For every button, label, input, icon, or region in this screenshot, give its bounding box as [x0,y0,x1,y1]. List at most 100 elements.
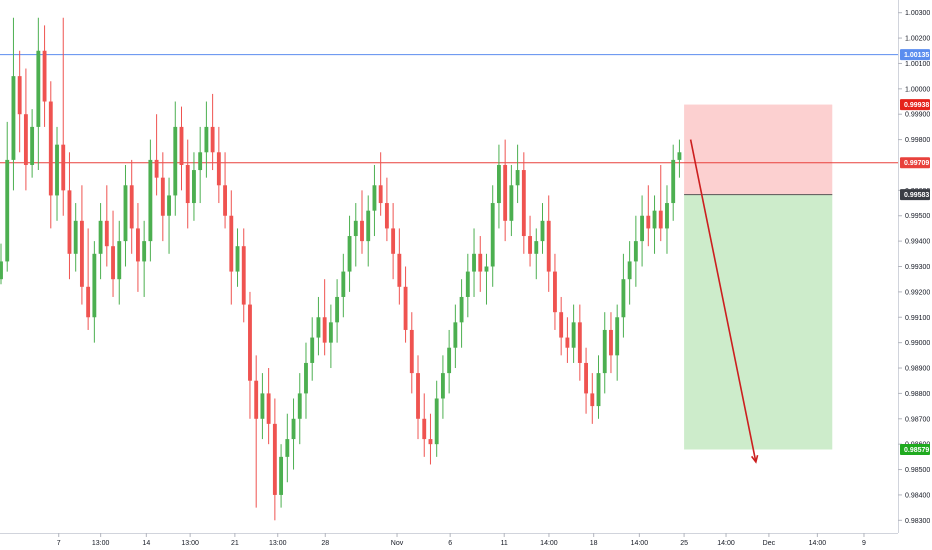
candle-body [111,246,115,280]
candle-body [142,241,147,262]
time-tick-label: Dec [763,540,776,547]
candle-body [297,393,302,419]
candle-body [409,329,414,374]
candle-body [416,373,420,419]
candle-body [86,286,91,318]
time-tick-label: 14:00 [809,540,827,547]
price-tick-label: 0.99800 [905,137,930,144]
price-tick-label: 0.98500 [905,467,930,474]
price-tick-label: 0.99300 [905,264,930,271]
candle-body [577,322,582,363]
candle-body [148,159,153,242]
candle-body [565,337,570,348]
candle-body [590,393,595,407]
price-tick-label: 0.98700 [905,416,930,423]
candle-body [403,286,408,330]
candle-body [372,185,377,211]
candle-body [248,304,252,381]
time-tick-label: Nov [391,540,404,547]
candle-body [167,195,171,216]
candle-body [677,152,682,160]
time-tick-label: 7 [57,540,61,547]
candle-body [571,322,576,348]
time-tick-label: 9 [862,540,866,547]
candle-body [328,322,333,343]
candle-body [185,164,190,204]
stop-loss-zone[interactable] [684,104,833,195]
take-profit-zone[interactable] [684,194,833,450]
candle-body [42,50,47,102]
candle-body [266,393,271,424]
price-tick-label: 0.98300 [905,518,930,525]
candle-body [335,296,340,323]
candle-body [279,456,284,495]
candle-body [260,393,265,419]
candle-body [366,210,371,242]
candle-body [11,76,16,160]
candle-body [291,418,296,440]
candle-body [596,373,601,407]
candle-body [353,220,358,237]
candle-body [652,210,657,229]
candle-body [447,347,452,374]
candle-body [434,398,439,445]
candle-body [397,253,402,287]
candle-body [160,177,165,216]
projection-arrow-line[interactable] [689,139,757,463]
candle-body [204,126,209,153]
candle-body [92,253,97,318]
price-tick-label: 0.98900 [905,366,930,373]
candle-body [154,159,159,178]
candle-body [465,271,470,297]
time-tick-label: 14 [142,540,150,547]
candle-body [627,261,632,280]
candle-body [615,317,620,356]
candle-body [285,439,290,457]
projection-arrow-head[interactable] [750,454,759,464]
candle-body [640,215,645,242]
price-tag [900,189,930,201]
price-tick-label: 1.00100 [905,61,930,68]
candle-body [553,271,557,313]
candle-body [484,266,489,272]
candle-body [316,317,321,338]
candle-body [254,380,259,419]
candle-body [229,215,234,272]
position-zones[interactable] [684,104,833,450]
price-tick-label: 0.98800 [905,391,930,398]
time-tick-label: 6 [448,540,452,547]
price-tick-label: 0.99200 [905,289,930,296]
time-axis[interactable]: 7 13:00 14 13:00 21 13:00 28 Nov 6 11 14:00 18 14:00… [57,533,866,547]
time-tick-label: 13:00 [181,540,199,547]
candle-body [98,220,103,254]
price-tag [900,443,930,455]
candle-body [459,296,464,323]
candle-body [129,185,134,229]
candle-body [584,362,588,394]
candle-body [496,164,501,204]
price-tick-label: 1.00000 [905,86,930,93]
candle-body [322,317,327,343]
candle-body [602,329,607,374]
candle-body [515,170,520,186]
candle-body [235,246,240,272]
candle-body [304,362,308,394]
candle-body [67,190,72,254]
candle-body [534,241,539,254]
projection-arrow[interactable] [689,139,759,464]
candle-body [546,220,551,272]
candle-body [73,220,78,254]
candle-body [658,210,663,229]
candle-body [23,114,28,165]
candle-body [179,126,184,165]
candle-body [428,439,433,445]
candle-body [55,144,59,196]
candle-body [422,418,427,440]
candle-body [609,329,613,356]
time-tick-label: 18 [590,540,598,547]
time-tick-label: 14:00 [540,540,558,547]
price-tag [900,49,930,61]
price-tick-label: 1.00200 [905,36,930,43]
time-tick-label: 28 [321,540,329,547]
